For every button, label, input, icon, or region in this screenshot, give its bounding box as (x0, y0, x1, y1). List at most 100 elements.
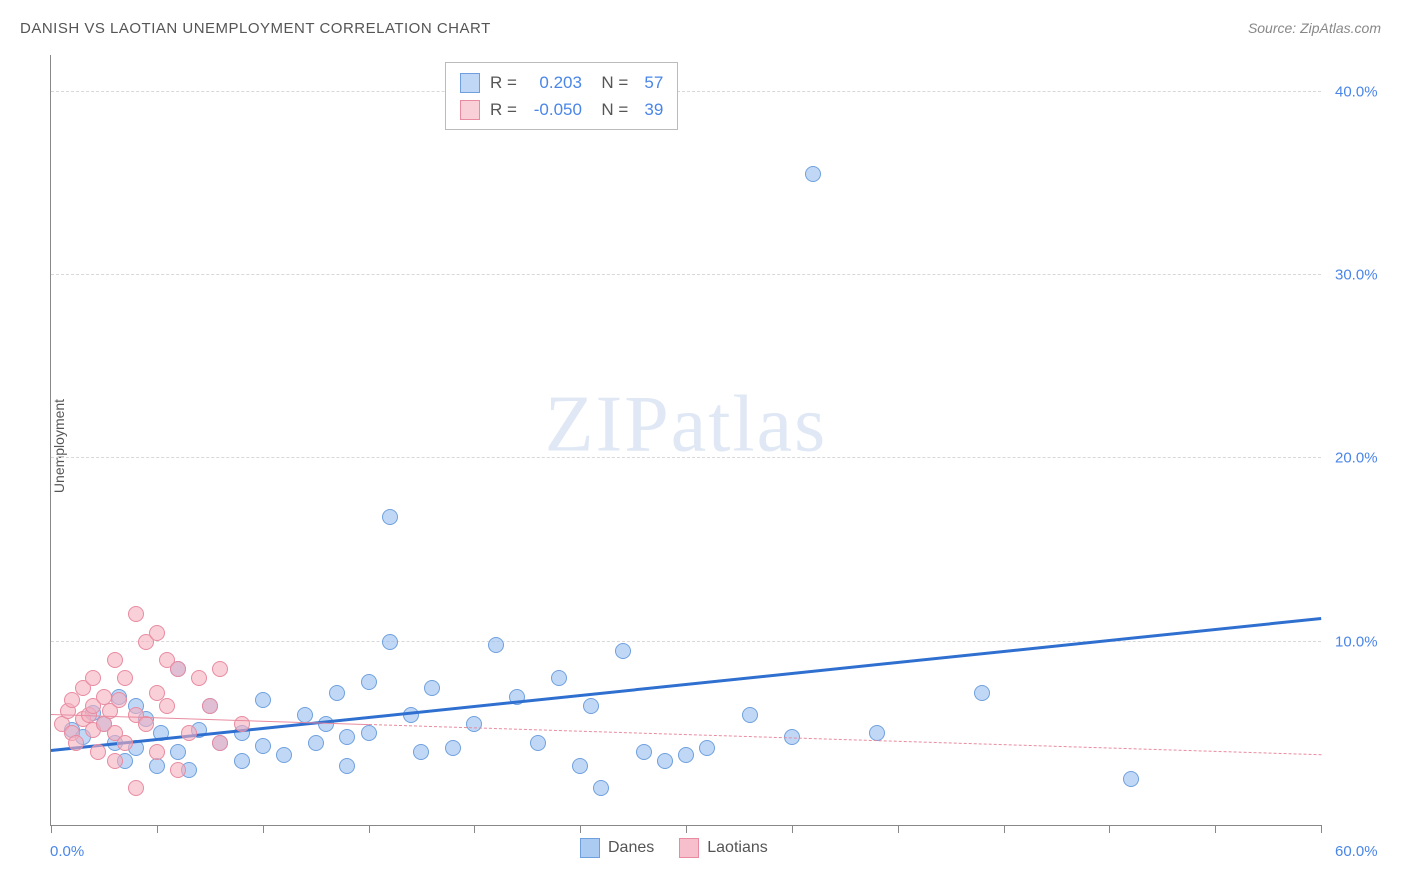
data-point (68, 735, 84, 751)
x-tick (263, 825, 264, 833)
x-tick (474, 825, 475, 833)
legend-swatch (460, 73, 480, 93)
data-point (149, 744, 165, 760)
data-point (678, 747, 694, 763)
data-point (90, 744, 106, 760)
gridline (51, 457, 1321, 458)
data-point (382, 634, 398, 650)
data-point (149, 758, 165, 774)
y-tick-label: 40.0% (1335, 83, 1378, 100)
stats-row: R = 0.203 N = 57 (460, 69, 663, 96)
data-point (255, 692, 271, 708)
data-point (181, 725, 197, 741)
data-point (212, 661, 228, 677)
data-point (117, 735, 133, 751)
data-point (530, 735, 546, 751)
data-point (339, 729, 355, 745)
data-point (170, 661, 186, 677)
data-point (329, 685, 345, 701)
data-point (85, 670, 101, 686)
data-point (413, 744, 429, 760)
data-point (742, 707, 758, 723)
data-point (583, 698, 599, 714)
data-point (234, 753, 250, 769)
data-point (159, 698, 175, 714)
data-point (339, 758, 355, 774)
x-tick (1004, 825, 1005, 833)
data-point (488, 637, 504, 653)
x-tick (898, 825, 899, 833)
data-point (191, 670, 207, 686)
x-max-label: 60.0% (1335, 843, 1378, 860)
data-point (276, 747, 292, 763)
data-point (382, 509, 398, 525)
stat-r-label: R = (490, 96, 517, 123)
x-tick (369, 825, 370, 833)
data-point (869, 725, 885, 741)
data-point (138, 716, 154, 732)
data-point (551, 670, 567, 686)
data-point (308, 735, 324, 751)
stat-n-value: 39 (638, 96, 663, 123)
x-tick (686, 825, 687, 833)
stat-r-value: 0.203 (527, 69, 582, 96)
x-tick (157, 825, 158, 833)
data-point (117, 670, 133, 686)
data-point (974, 685, 990, 701)
stats-legend-box: R = 0.203 N = 57 R = -0.050 N = 39 (445, 62, 678, 130)
x-tick (1215, 825, 1216, 833)
x-tick (1321, 825, 1322, 833)
legend-swatch (460, 100, 480, 120)
data-point (170, 762, 186, 778)
data-point (699, 740, 715, 756)
x-tick (51, 825, 52, 833)
stats-row: R = -0.050 N = 39 (460, 96, 663, 123)
data-point (805, 166, 821, 182)
data-point (424, 680, 440, 696)
stat-r-label: R = (490, 69, 517, 96)
gridline (51, 274, 1321, 275)
data-point (615, 643, 631, 659)
chart-container: DANISH VS LAOTIAN UNEMPLOYMENT CORRELATI… (0, 0, 1406, 892)
bottom-legend: Danes Laotians (580, 838, 768, 858)
data-point (202, 698, 218, 714)
data-point (466, 716, 482, 732)
y-tick-label: 20.0% (1335, 450, 1378, 467)
stat-n-value: 57 (638, 69, 663, 96)
data-point (107, 753, 123, 769)
plot-area: ZIPatlas (50, 55, 1321, 826)
data-point (111, 692, 127, 708)
data-point (1123, 771, 1139, 787)
trend-line (368, 724, 1321, 755)
data-point (212, 735, 228, 751)
stat-r-value: -0.050 (527, 96, 582, 123)
data-point (657, 753, 673, 769)
data-point (636, 744, 652, 760)
data-point (297, 707, 313, 723)
data-point (361, 725, 377, 741)
legend-item: Danes (580, 838, 654, 858)
data-point (445, 740, 461, 756)
legend-item: Laotians (679, 838, 768, 858)
data-point (128, 606, 144, 622)
legend-swatch (580, 838, 600, 858)
data-point (149, 625, 165, 641)
data-point (96, 689, 112, 705)
data-point (572, 758, 588, 774)
data-point (361, 674, 377, 690)
x-tick (792, 825, 793, 833)
legend-label: Laotians (707, 839, 768, 857)
data-point (64, 692, 80, 708)
data-point (318, 716, 334, 732)
gridline (51, 641, 1321, 642)
data-point (593, 780, 609, 796)
stat-n-label: N = (592, 69, 628, 96)
data-point (128, 780, 144, 796)
x-tick (580, 825, 581, 833)
stat-n-label: N = (592, 96, 628, 123)
y-tick-label: 30.0% (1335, 267, 1378, 284)
x-min-label: 0.0% (50, 843, 84, 860)
gridline (51, 91, 1321, 92)
data-point (170, 744, 186, 760)
data-point (234, 716, 250, 732)
